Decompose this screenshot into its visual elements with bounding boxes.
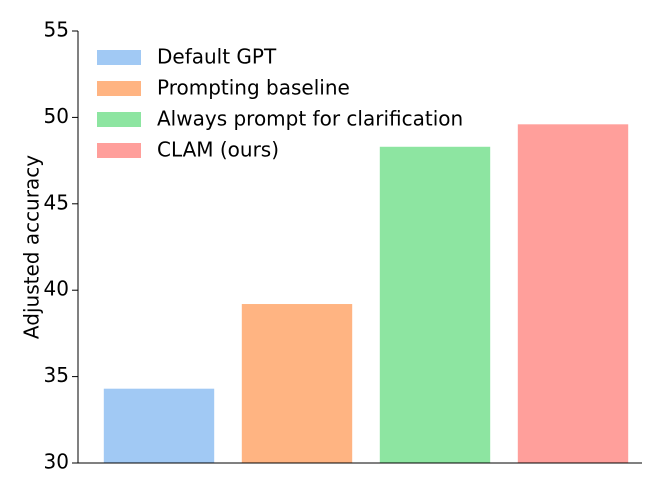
y-tick-label: 55 (44, 18, 69, 42)
bar (103, 388, 215, 463)
y-tick-label: 40 (44, 277, 69, 301)
y-tick-label: 50 (44, 104, 69, 128)
bar (241, 304, 353, 463)
bar (379, 146, 491, 463)
legend-label: Default GPT (157, 45, 277, 69)
y-tick-label: 35 (44, 363, 69, 387)
legend-label: CLAM (ours) (157, 138, 279, 162)
y-axis-label: Adjusted accuracy (20, 155, 44, 339)
y-tick-label: 45 (44, 190, 69, 214)
legend-swatch (97, 143, 141, 158)
legend-swatch (97, 81, 141, 96)
legend-label: Always prompt for clarification (157, 107, 463, 131)
legend-swatch (97, 112, 141, 127)
bar (517, 124, 629, 463)
legend-swatch (97, 50, 141, 65)
y-tick-label: 30 (44, 450, 69, 474)
legend-label: Prompting baseline (157, 76, 350, 100)
